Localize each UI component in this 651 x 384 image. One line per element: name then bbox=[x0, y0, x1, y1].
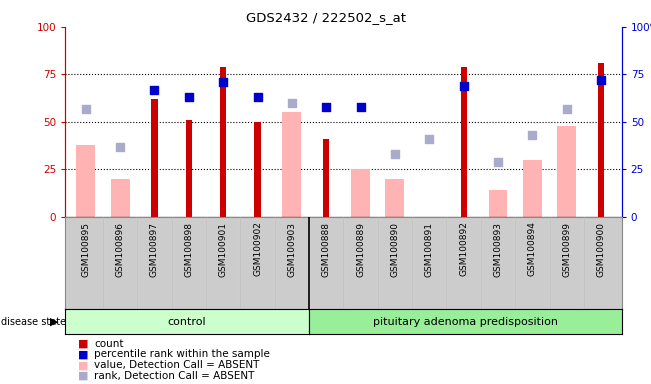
Bar bbox=[255, 122, 260, 217]
Bar bbox=[186, 120, 192, 217]
Bar bbox=[151, 99, 158, 217]
Point bbox=[493, 159, 503, 165]
Text: GSM100890: GSM100890 bbox=[391, 222, 400, 276]
Text: GSM100900: GSM100900 bbox=[596, 222, 605, 276]
Text: GSM100898: GSM100898 bbox=[184, 222, 193, 276]
Text: ■: ■ bbox=[78, 339, 89, 349]
Point bbox=[390, 151, 400, 157]
Text: value, Detection Call = ABSENT: value, Detection Call = ABSENT bbox=[94, 360, 260, 370]
Text: GSM100902: GSM100902 bbox=[253, 222, 262, 276]
Point bbox=[115, 144, 125, 150]
Bar bbox=[523, 160, 542, 217]
Bar bbox=[460, 67, 467, 217]
Text: GSM100903: GSM100903 bbox=[287, 222, 296, 276]
Point bbox=[286, 100, 297, 106]
Text: GSM100893: GSM100893 bbox=[493, 222, 503, 276]
Point bbox=[184, 94, 194, 100]
Text: GSM100894: GSM100894 bbox=[528, 222, 537, 276]
Point bbox=[527, 132, 538, 138]
Text: GSM100888: GSM100888 bbox=[322, 222, 331, 276]
Bar bbox=[351, 169, 370, 217]
Text: count: count bbox=[94, 339, 124, 349]
Point bbox=[424, 136, 434, 142]
Bar bbox=[385, 179, 404, 217]
Text: percentile rank within the sample: percentile rank within the sample bbox=[94, 349, 270, 359]
Point bbox=[253, 94, 263, 100]
Text: disease state: disease state bbox=[1, 316, 66, 327]
Text: control: control bbox=[167, 316, 206, 327]
Bar bbox=[76, 145, 95, 217]
Point bbox=[321, 104, 331, 110]
Text: ▶: ▶ bbox=[49, 316, 58, 327]
Point bbox=[355, 104, 366, 110]
Bar bbox=[111, 179, 130, 217]
Text: GSM100895: GSM100895 bbox=[81, 222, 90, 276]
Bar bbox=[283, 113, 301, 217]
Text: GSM100897: GSM100897 bbox=[150, 222, 159, 276]
Point bbox=[596, 77, 606, 83]
Point bbox=[562, 106, 572, 112]
Text: GSM100896: GSM100896 bbox=[116, 222, 124, 276]
Text: GSM100891: GSM100891 bbox=[425, 222, 434, 276]
Text: GSM100899: GSM100899 bbox=[562, 222, 571, 276]
Bar bbox=[488, 190, 508, 217]
Bar bbox=[598, 63, 604, 217]
Point bbox=[218, 79, 229, 85]
Bar bbox=[220, 67, 227, 217]
Text: ■: ■ bbox=[78, 371, 89, 381]
Point bbox=[149, 86, 159, 93]
Text: GDS2432 / 222502_s_at: GDS2432 / 222502_s_at bbox=[245, 12, 406, 25]
Text: ■: ■ bbox=[78, 360, 89, 370]
Text: pituitary adenoma predisposition: pituitary adenoma predisposition bbox=[372, 316, 558, 327]
Text: GSM100901: GSM100901 bbox=[219, 222, 228, 276]
Text: GSM100889: GSM100889 bbox=[356, 222, 365, 276]
Text: ■: ■ bbox=[78, 349, 89, 359]
Point bbox=[458, 83, 469, 89]
Bar bbox=[557, 126, 576, 217]
Point bbox=[81, 106, 91, 112]
Text: rank, Detection Call = ABSENT: rank, Detection Call = ABSENT bbox=[94, 371, 255, 381]
Text: GSM100892: GSM100892 bbox=[459, 222, 468, 276]
Bar bbox=[323, 139, 329, 217]
